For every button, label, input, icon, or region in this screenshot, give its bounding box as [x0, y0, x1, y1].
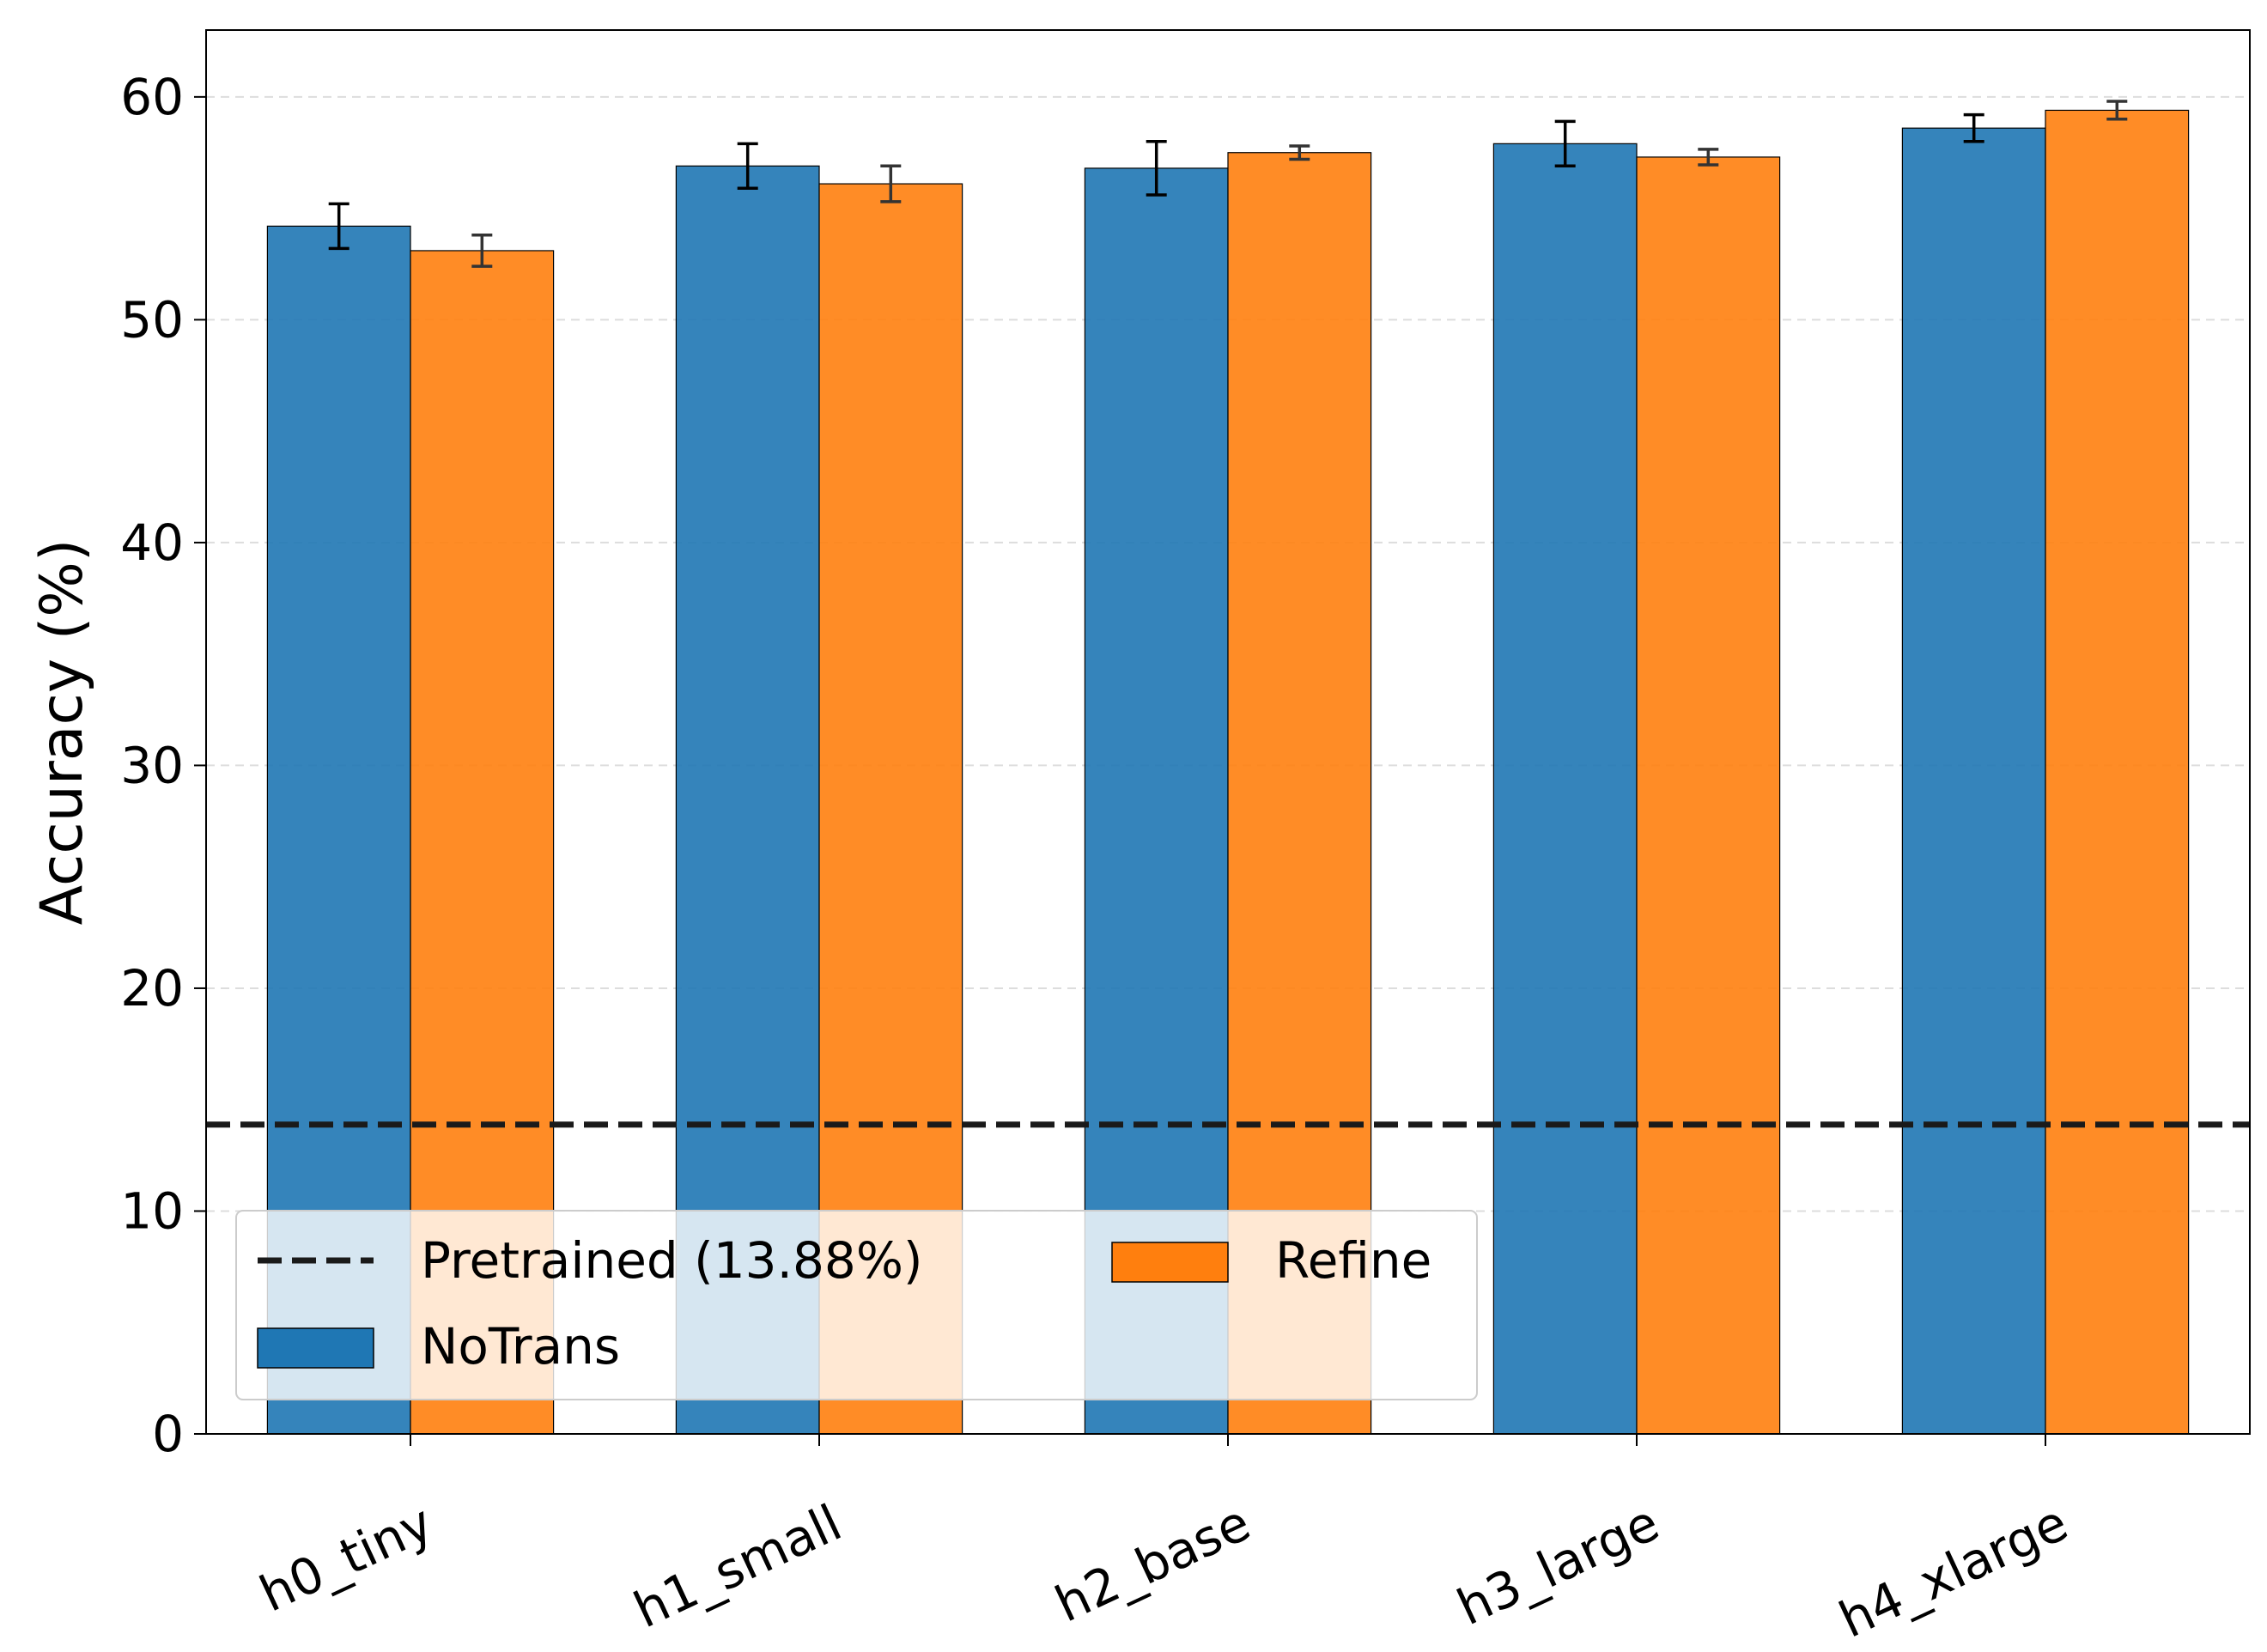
legend-swatch-refine: [1111, 1242, 1229, 1283]
legend-label-notrans: NoTrans: [421, 1317, 620, 1376]
legend-swatch-notrans: [257, 1327, 374, 1369]
y-tick-label: 20: [120, 959, 184, 1017]
error-bar-notrans-h3_large: [1554, 119, 1576, 168]
y-tick-label: 0: [152, 1405, 184, 1463]
bar-notrans-h4_xlarge: [1901, 127, 2046, 1435]
legend-label-pretrained: Pretrained (13.88%): [421, 1231, 923, 1290]
y-tick-label: 10: [120, 1181, 184, 1240]
y-tick-label: 50: [120, 290, 184, 349]
error-bars: [328, 100, 2128, 268]
error-bar-notrans-h2_base: [1146, 140, 1167, 197]
error-bar-notrans-h1_small: [737, 142, 758, 191]
legend-label-refine: Refine: [1275, 1231, 1431, 1290]
bar-refine-h4_xlarge: [2045, 109, 2190, 1435]
error-bar-refine-h2_base: [1289, 144, 1310, 161]
error-bar-refine-h4_xlarge: [2106, 100, 2128, 121]
x-axis: h0_tiny h1_small h2_base h3_large h4_xlarge: [251, 1434, 2076, 1649]
y-axis: 0 10 20 30 40 50 60: [120, 68, 206, 1463]
x-tick-label: h1_small: [625, 1493, 850, 1639]
error-bar-notrans-h4_xlarge: [1963, 112, 1984, 143]
x-tick-label: h4_xlarge: [1831, 1493, 2076, 1649]
x-tick-label: h3_large: [1449, 1493, 1668, 1637]
bar-notrans-h3_large: [1492, 143, 1638, 1435]
x-tick-label: h2_base: [1047, 1493, 1259, 1633]
y-axis-label: Accuracy (%): [28, 539, 96, 926]
error-bar-refine-h1_small: [880, 164, 902, 203]
y-tick-label: 60: [120, 68, 184, 126]
error-bar-refine-h0_tiny: [471, 234, 493, 268]
y-tick-label: 30: [120, 736, 184, 794]
error-bar-refine-h3_large: [1698, 148, 1719, 167]
y-tick-label: 40: [120, 513, 184, 572]
error-bar-notrans-h0_tiny: [328, 202, 349, 251]
bar-refine-h3_large: [1636, 156, 1781, 1435]
legend: Pretrained (13.88%) NoTrans Refine: [235, 1210, 1478, 1400]
x-tick-label: h0_tiny: [251, 1493, 441, 1623]
